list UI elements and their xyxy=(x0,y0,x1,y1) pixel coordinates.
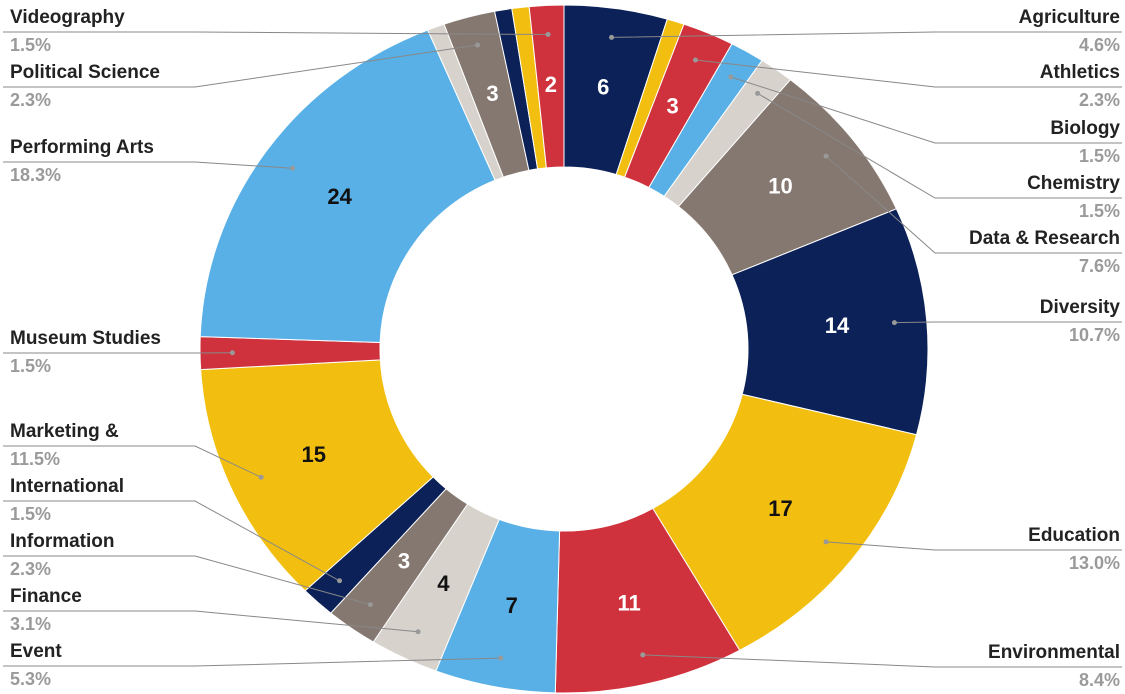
leader-line xyxy=(730,76,1122,144)
category-label: Performing Arts xyxy=(10,137,154,158)
leader-line xyxy=(3,657,501,667)
percent-label: 2.3% xyxy=(1079,90,1120,110)
percent-label: 1.5% xyxy=(10,356,51,376)
leader-dot xyxy=(891,320,897,326)
leader-line xyxy=(695,59,1122,88)
category-label: Diversity xyxy=(1040,297,1121,318)
value-label: 3 xyxy=(398,548,410,573)
percent-label: 10.7% xyxy=(1069,325,1120,345)
leader-line xyxy=(3,445,262,478)
percent-label: 1.5% xyxy=(1079,201,1120,221)
donut-slice xyxy=(731,208,929,436)
percent-label: 3.1% xyxy=(10,614,51,634)
leader-line xyxy=(825,155,1122,254)
leader-line xyxy=(611,31,1122,38)
leader-dot xyxy=(367,602,373,608)
donut-slice xyxy=(199,29,496,343)
value-label: 10 xyxy=(768,174,792,199)
value-label: 3 xyxy=(486,81,498,106)
value-label: 14 xyxy=(825,313,850,338)
leader-line xyxy=(894,321,1122,324)
leader-line xyxy=(757,92,1122,199)
leader-line xyxy=(3,555,371,606)
percent-label: 2.3% xyxy=(10,90,51,110)
category-label: International xyxy=(10,476,124,497)
value-label: 17 xyxy=(768,496,792,521)
percent-label: 7.6% xyxy=(1079,256,1120,276)
leader-dot xyxy=(823,153,829,159)
donut-slice xyxy=(528,4,565,169)
leader-dot xyxy=(609,34,615,40)
leader-dot xyxy=(640,652,646,658)
percent-label: 11.5% xyxy=(10,449,60,469)
percent-label: 4.6% xyxy=(1079,35,1120,55)
category-label: Agriculture xyxy=(1019,7,1120,28)
leader-line xyxy=(3,500,340,582)
category-label: Athletics xyxy=(1040,62,1120,83)
percent-label: 18.3% xyxy=(10,165,61,185)
leader-line xyxy=(3,44,478,88)
category-label: Finance xyxy=(10,586,82,607)
percent-label: 2.3% xyxy=(10,559,51,579)
value-label: 6 xyxy=(597,75,609,100)
leader-dot xyxy=(475,42,481,48)
category-label: Videography xyxy=(10,7,125,28)
leader-line xyxy=(3,610,419,633)
percent-label: 5.3% xyxy=(10,669,51,689)
percent-label: 1.5% xyxy=(10,35,51,55)
category-label: Event xyxy=(10,641,62,662)
category-label: Biology xyxy=(1050,118,1120,139)
leader-dot xyxy=(755,90,761,96)
leader-line xyxy=(642,654,1122,668)
value-label: 24 xyxy=(327,184,352,209)
category-label: Environmental xyxy=(988,642,1120,663)
percent-label: 1.5% xyxy=(1079,146,1120,166)
category-label: Data & Research xyxy=(969,228,1120,249)
leader-dot xyxy=(229,350,235,356)
leader-line xyxy=(826,541,1122,551)
value-label: 3 xyxy=(667,93,679,118)
value-label: 2 xyxy=(545,72,557,97)
leader-dot xyxy=(823,539,829,545)
category-label: Information xyxy=(10,531,115,552)
value-label: 11 xyxy=(617,590,640,615)
leader-dot xyxy=(498,655,504,661)
category-label: Political Science xyxy=(10,62,160,83)
category-label: Chemistry xyxy=(1027,173,1120,194)
category-label: Education xyxy=(1028,525,1120,546)
leader-line xyxy=(3,31,549,36)
value-label: 7 xyxy=(506,593,518,618)
percent-label: 13.0% xyxy=(1069,553,1120,573)
leader-dot xyxy=(415,629,421,635)
donut-slice xyxy=(652,393,918,651)
leader-dot xyxy=(692,57,698,63)
percent-label: 1.5% xyxy=(10,504,51,524)
category-label: Marketing & xyxy=(10,421,119,442)
category-label: Museum Studies xyxy=(10,328,161,349)
leader-dot xyxy=(258,474,264,480)
leader-dot xyxy=(728,74,734,80)
leader-dot xyxy=(545,32,551,38)
leader-dot xyxy=(337,578,343,584)
leader-dot xyxy=(289,165,295,171)
value-label: 15 xyxy=(302,442,326,467)
percent-label: 8.4% xyxy=(1079,670,1120,690)
value-label: 4 xyxy=(437,571,450,596)
leader-line xyxy=(3,161,293,169)
